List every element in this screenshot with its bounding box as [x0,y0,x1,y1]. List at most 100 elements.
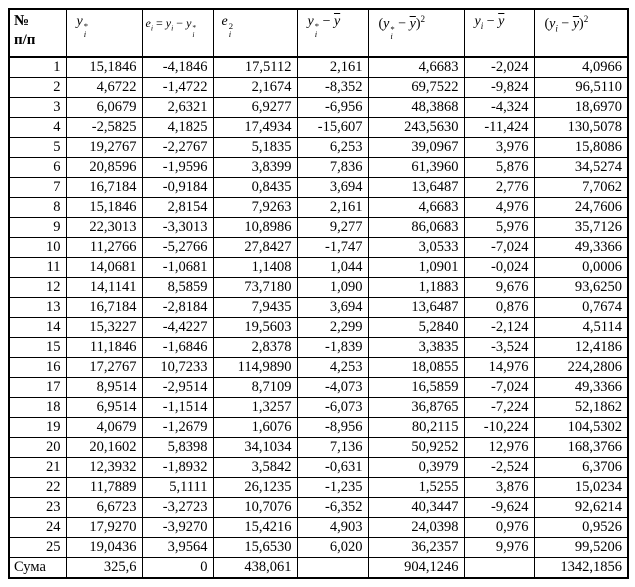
data-cell: -6,073 [296,397,369,418]
math-variable: y [383,16,390,32]
data-cell: 8,7109 [212,377,298,398]
data-cell: 5,1111 [141,477,214,498]
sum-value-cell: 0 [141,557,214,579]
data-cell: 2,6321 [141,97,214,118]
header-line: п/п [14,32,36,48]
data-cell: 9,676 [463,277,535,298]
table-row: 25 19,0436 3,9564 15,6530 6,020 36,2357 9,976 9… [8,537,629,558]
data-cell: -2,8184 [141,297,214,318]
data-cell: 96,5110 [533,77,629,98]
data-cell: -2,5825 [65,117,143,138]
data-cell: 1,5255 [367,477,465,498]
row-number-cell: 15 [8,337,67,358]
data-cell: 0,9526 [533,517,629,538]
data-cell: -1,4722 [141,77,214,98]
data-cell: 12,3932 [65,457,143,478]
data-cell: 6,253 [296,137,369,158]
data-cell: 92,6214 [533,497,629,518]
subscript: i [390,31,393,42]
math-variable: e [145,16,151,30]
data-cell: 3,694 [296,297,369,318]
table-row: 14 15,3227 -4,4227 19,5603 2,299 5,2840 -2,124… [8,317,629,338]
math-variable: y [307,14,314,29]
row-number-cell: 8 [8,197,67,218]
data-cell: 22,3013 [65,217,143,238]
data-cell: 15,8086 [533,137,629,158]
data-cell: 2,776 [463,177,535,198]
data-cell: 7,7062 [533,177,629,198]
data-cell: 19,2767 [65,137,143,158]
data-cell: -1,8932 [141,457,214,478]
data-cell: -4,4227 [141,317,214,338]
data-cell: 69,7522 [367,77,465,98]
data-cell: 18,0855 [367,357,465,378]
sum-value-cell: 325,6 [65,557,143,579]
data-cell: 19,0436 [65,537,143,558]
row-number-cell: 12 [8,277,67,298]
subscript: i [192,30,195,40]
row-number-cell: 1 [8,56,67,78]
superscript: 2 [583,14,589,24]
subscript: i [171,23,174,33]
math-variable: y [165,16,172,30]
math-variable: y [474,14,481,29]
data-cell: 0,7674 [533,297,629,318]
data-cell: -11,424 [463,117,535,138]
data-cell: -8,352 [296,77,369,98]
table-row: 15 11,1846 -1,6846 2,8378 -1,839 3,3835 -3,524… [8,337,629,358]
row-number-cell: 13 [8,297,67,318]
data-cell: 2,8378 [212,337,298,358]
data-cell: 26,1235 [212,477,298,498]
data-cell: 4,0679 [65,417,143,438]
sum-row: Сума 325,6 0 438,061 904,1246 1342,1856 [8,557,629,579]
data-cell: 13,6487 [367,297,465,318]
math-text: − [483,14,499,29]
table-row: 13 16,7184 -2,8184 7,9435 3,694 13,6487 0,876 0… [8,297,629,318]
row-number-cell: 20 [8,437,67,458]
data-cell: 16,7184 [65,297,143,318]
data-cell: 3,0533 [367,237,465,258]
data-cell: -1,2679 [141,417,214,438]
data-cell: 0,876 [463,297,535,318]
row-number-cell: 11 [8,257,67,278]
table-row: 22 11,7889 5,1111 26,1235 -1,235 1,5255 3,876 1… [8,477,629,498]
superscript: * [192,23,197,33]
data-cell: 2,161 [296,197,369,218]
row-number-cell: 19 [8,417,67,438]
subscript: i [555,23,558,34]
data-cell: 1,6076 [212,417,298,438]
math-variable: e [221,14,228,29]
row-number-cell: 22 [8,477,67,498]
data-cell: -7,024 [463,237,535,258]
data-cell: 3,976 [463,137,535,158]
data-cell: 80,2115 [367,417,465,438]
data-cell: 20,1602 [65,437,143,458]
data-cell: 20,8596 [65,157,143,178]
row-number-cell: 24 [8,517,67,538]
table-row: 18 6,9514 -1,1514 1,3257 -6,073 36,8765 -7,224… [8,397,629,418]
math-variable: y [186,16,192,30]
column-header-e: ei = yi − y * i [141,8,214,58]
data-cell: -2,124 [463,317,535,338]
row-number-cell: 23 [8,497,67,518]
sum-value-cell: 904,1246 [367,557,465,579]
data-cell: 6,9277 [212,97,298,118]
data-cell: 12,4186 [533,337,629,358]
data-cell: -5,2766 [141,237,214,258]
math-text: ( [378,16,384,32]
subscript: i [83,28,87,39]
data-cell: 36,2357 [367,537,465,558]
data-cell: 12,976 [463,437,535,458]
data-cell: 5,976 [463,217,535,238]
data-cell: 130,5078 [533,117,629,138]
data-cell: 15,4216 [212,517,298,538]
math-text: − [394,16,410,32]
data-cell: 17,4934 [212,117,298,138]
sum-value-cell [463,557,535,579]
data-cell: -3,3013 [141,217,214,238]
data-cell: 49,3366 [533,237,629,258]
data-cell: 3,876 [463,477,535,498]
data-cell: 114,9890 [212,357,298,378]
data-cell: 6,020 [296,537,369,558]
